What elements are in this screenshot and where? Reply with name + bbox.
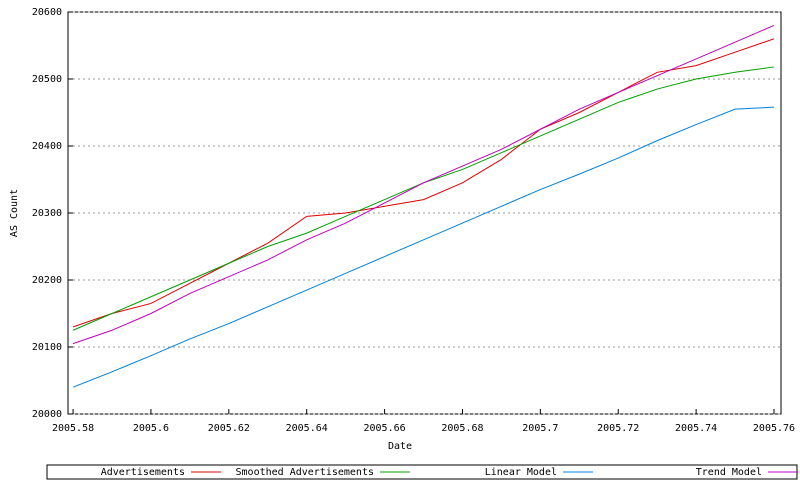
x-tick-label: 2005.6 [133, 423, 169, 434]
y-tick-label: 20300 [32, 208, 62, 219]
x-tick-label: 2005.76 [753, 423, 795, 434]
y-tick-label: 20000 [32, 409, 62, 420]
series-line [72, 106, 775, 388]
y-tick-label: 20100 [32, 342, 62, 353]
series-line [72, 24, 775, 345]
y-tick-label: 20600 [32, 7, 62, 18]
legend-label: Linear Model [485, 467, 557, 478]
series-line [72, 66, 775, 331]
x-tick-label: 2005.58 [52, 423, 94, 434]
y-tick-label: 20400 [32, 141, 62, 152]
x-tick-label: 2005.74 [675, 423, 717, 434]
y-tick-label: 20500 [32, 74, 62, 85]
x-tick-label: 2005.62 [208, 423, 250, 434]
x-tick-label: 2005.68 [441, 423, 483, 434]
x-tick-label: 2005.64 [286, 423, 328, 434]
x-tick-label: 2005.66 [364, 423, 406, 434]
x-tick-label: 2005.7 [522, 423, 558, 434]
y-tick-label: 20200 [32, 275, 62, 286]
series-line [72, 38, 775, 328]
legend-label: Smoothed Advertisements [236, 467, 374, 478]
x-axis-label: Date [388, 441, 412, 452]
x-tick-label: 2005.72 [597, 423, 639, 434]
legend-label: Advertisements [101, 467, 185, 478]
legend-label: Trend Model [696, 467, 762, 478]
y-axis-label: AS Count [9, 189, 20, 237]
